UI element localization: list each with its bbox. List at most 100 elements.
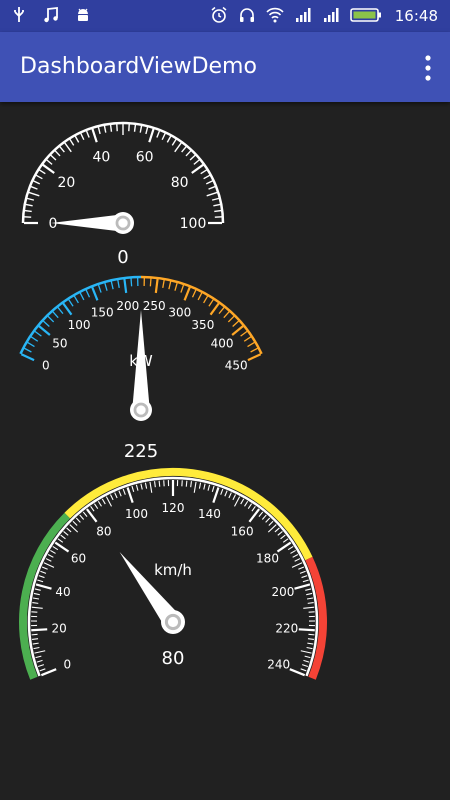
gauge-2-minor-tick	[48, 316, 54, 322]
gauge-3-minor-tick	[98, 501, 101, 506]
gauge-1-minor-tick	[51, 155, 56, 160]
gauge-3-minor-tick	[67, 528, 71, 532]
gauge-3-minor-tick	[278, 531, 283, 535]
gauge-3-minor-tick	[204, 484, 205, 490]
gauge-2-tick-label: 200	[116, 299, 139, 313]
gauge-1-minor-tick	[25, 211, 32, 212]
gauge-3-minor-tick	[53, 546, 58, 549]
gauge-needle-hub	[112, 212, 134, 234]
gauge-3-minor-tick	[119, 491, 121, 497]
gauge-3-minor-tick	[225, 491, 227, 497]
gauge-2-minor-tick	[31, 337, 38, 341]
gauge-2-minor-tick	[131, 278, 132, 286]
gauge-1-minor-tick	[98, 127, 100, 134]
gauge-2-tick-label: 350	[191, 318, 214, 332]
gauge-1-minor-tick	[162, 133, 165, 139]
gauge-3-minor-tick	[307, 647, 313, 648]
gauge-2-minor-tick	[69, 300, 73, 307]
gauge-3-minor-tick	[80, 515, 84, 520]
gauge-3-minor-tick	[293, 554, 298, 557]
gauge-2-minor-tick	[118, 280, 119, 288]
gauge-3-minor-tick	[50, 550, 55, 553]
gauge-3-minor-tick	[307, 643, 313, 644]
gauge-2-minor-tick	[53, 312, 58, 318]
gauge-3-minor-tick	[32, 639, 38, 640]
gauge-2-minor-tick	[150, 278, 151, 286]
gauge-2-minor-tick	[175, 283, 177, 291]
gauge-3-major-tick	[295, 584, 310, 588]
gauge-3-minor-tick	[70, 525, 78, 533]
gauge-3-minor-tick	[308, 639, 314, 640]
gauge-3-minor-tick	[305, 656, 311, 658]
gauge-1-value-text: 0	[117, 247, 128, 268]
gauge-3-major-tick	[290, 669, 305, 675]
gauge-3-minor-tick	[306, 593, 312, 594]
gauge-2-minor-tick	[251, 348, 258, 352]
gauge-3-minor-tick	[159, 481, 160, 487]
gauge-1-minor-tick	[186, 151, 191, 156]
gauge-1-minor-tick	[207, 192, 217, 195]
gauge-1-minor-tick	[190, 155, 195, 160]
gauge-3-minor-tick	[37, 580, 43, 582]
gauge-3-tick-label: 80	[96, 524, 111, 538]
gauge-3-minor-tick	[305, 589, 311, 590]
gauge-1-minor-tick	[60, 147, 64, 152]
gauge-3-minor-tick	[150, 482, 152, 493]
gauge-3-major-tick	[128, 487, 133, 502]
gauge-1-minor-tick	[172, 139, 176, 145]
gauge-3-minor-tick	[303, 607, 314, 608]
gauge-3-minor-tick	[308, 603, 314, 604]
gauge-3-minor-tick	[303, 580, 309, 582]
gauge-3-minor-tick	[281, 535, 286, 539]
gauge-3-minor-tick	[252, 506, 255, 511]
gauge-3-minor-tick	[141, 484, 142, 490]
gauge-2-minor-tick	[224, 312, 229, 318]
gauge-3-minor-tick	[308, 634, 314, 635]
gauge-3-tick-label: 120	[162, 501, 185, 515]
gauge-1-minor-tick	[27, 198, 34, 200]
gauge-2-minor-tick	[169, 281, 171, 289]
gauge-3-minor-tick	[132, 486, 134, 492]
gauge-3-tick-label: 140	[198, 507, 221, 521]
gauge-3-major-tick	[299, 629, 315, 630]
gauge-1-minor-tick	[39, 170, 45, 174]
gauge-2: 050100150200250300350400450kW225	[20, 277, 261, 462]
gauge-3-minor-tick	[266, 518, 270, 522]
gauge-3-minor-tick	[155, 481, 156, 487]
gauge-3-minor-tick	[33, 598, 39, 599]
gauge-3-minor-tick	[259, 512, 263, 517]
gauge-1-minor-tick	[194, 160, 199, 164]
gauge-1-minor-tick	[157, 131, 160, 138]
gauge-1-minor-tick	[140, 126, 141, 133]
gauge-3-minor-tick	[136, 485, 138, 491]
gauge-1-minor-tick	[206, 181, 212, 184]
gauge-3-minor-tick	[64, 531, 69, 535]
gauge-3-minor-tick	[283, 539, 288, 543]
gauge-2-minor-tick	[209, 300, 213, 307]
gauge-1: 02040 60801000	[23, 123, 223, 268]
gauge-3-minor-tick	[48, 554, 53, 557]
gauge-3-tick-label: 220	[275, 622, 298, 636]
gauge-3-major-tick	[31, 629, 47, 630]
gauge-3-minor-tick	[269, 521, 273, 525]
gauge-2-minor-tick	[28, 342, 35, 346]
gauge-needle-hub	[130, 399, 152, 421]
gauge-1-minor-tick	[209, 187, 216, 190]
gauge-3-minor-tick	[39, 576, 45, 578]
gauge-2-minor-tick	[35, 331, 41, 336]
gauge-2-minor-tick	[80, 293, 84, 300]
gauge-3-major-tick	[277, 543, 290, 552]
gauge-3-minor-tick	[44, 563, 54, 568]
gauge-3-minor-tick	[32, 607, 43, 608]
gauge-3-minor-tick	[40, 571, 46, 573]
gauge-1-minor-tick	[213, 204, 220, 205]
gauge-3-minor-tick	[91, 506, 94, 511]
gauge-3-minor-tick	[290, 550, 295, 553]
gauge-2-minor-tick	[244, 337, 251, 341]
gauge-2-arc-high	[141, 277, 262, 354]
gauge-3-tick-label: 40	[55, 585, 70, 599]
gauge-2-minor-tick	[74, 296, 78, 303]
gauge-2-major-tick	[21, 354, 34, 360]
gauge-3-minor-tick	[221, 489, 223, 495]
gauge-1-minor-tick	[29, 192, 39, 195]
